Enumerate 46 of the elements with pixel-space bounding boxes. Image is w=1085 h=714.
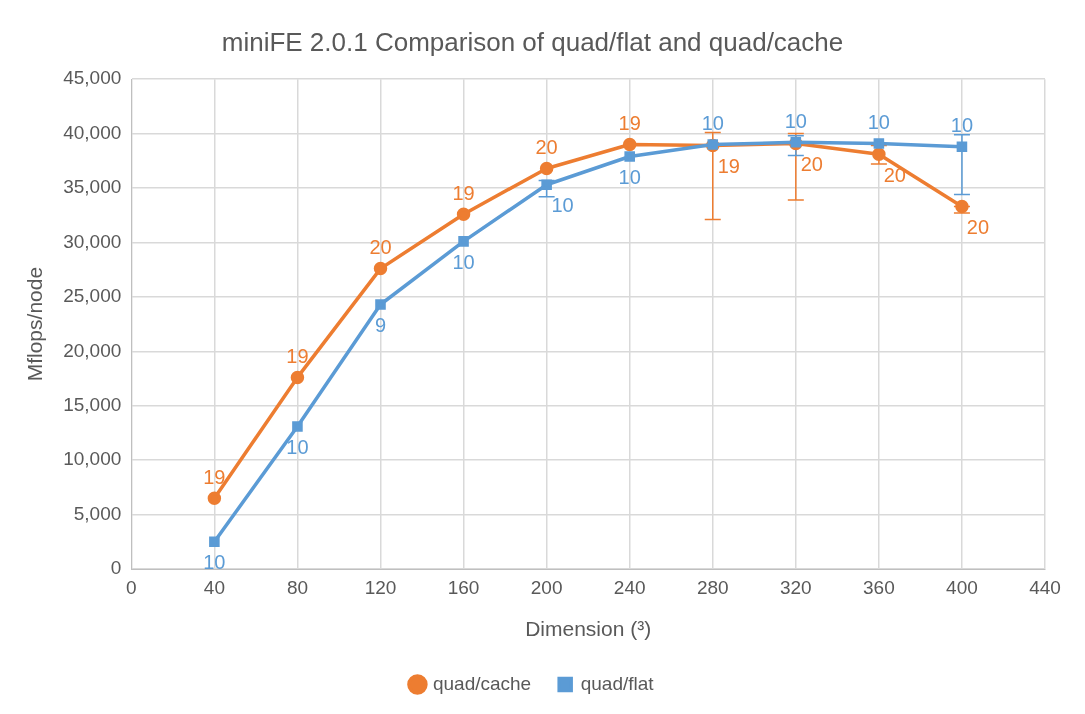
annotation: 10 bbox=[701, 112, 724, 135]
annotation: 19 bbox=[203, 465, 226, 488]
y-tick-label: 45,000 bbox=[63, 67, 122, 89]
annotation: 20 bbox=[800, 152, 823, 175]
annotation: 10 bbox=[618, 166, 641, 188]
x-tick-label: 40 bbox=[203, 576, 225, 598]
x-tick-label: 440 bbox=[1029, 576, 1061, 598]
legend-label: quad/flat bbox=[580, 672, 655, 694]
x-tick-label: 360 bbox=[863, 576, 895, 598]
y-tick-label: 10,000 bbox=[63, 448, 122, 470]
y-tick-label: 25,000 bbox=[63, 285, 122, 307]
y-tick-label: 35,000 bbox=[63, 176, 122, 198]
annotation: 10 bbox=[286, 435, 309, 458]
y-tick-label: 15,000 bbox=[63, 393, 122, 415]
y-tick-label: 20,000 bbox=[63, 339, 122, 361]
annotation: 10 bbox=[950, 114, 974, 137]
annotation: 20 bbox=[535, 135, 558, 158]
y-axis-title: Mflops/node bbox=[23, 266, 47, 382]
y-tick-label: 0 bbox=[110, 557, 122, 579]
x-tick-label: 200 bbox=[530, 576, 563, 598]
annotation: 19 bbox=[452, 181, 475, 204]
x-tick-label: 80 bbox=[286, 576, 309, 598]
x-tick-label: 320 bbox=[779, 576, 812, 598]
x-tick-label: 400 bbox=[946, 576, 978, 598]
y-tick-label: 40,000 bbox=[63, 121, 122, 143]
x-tick-label: 0 bbox=[126, 576, 137, 598]
annotation: 10 bbox=[867, 110, 890, 133]
x-tick-label: 240 bbox=[613, 576, 646, 598]
y-tick-label: 5,000 bbox=[73, 502, 122, 524]
x-axis-title: Dimension (³) bbox=[525, 617, 652, 641]
annotation: 20 bbox=[966, 216, 990, 239]
annotation: 10 bbox=[784, 109, 807, 132]
y-tick-label: 30,000 bbox=[63, 230, 122, 252]
legend-label: quad/cache bbox=[432, 672, 532, 694]
x-tick-label: 120 bbox=[364, 576, 397, 598]
x-tick-label: 280 bbox=[696, 576, 729, 598]
x-tick-label: 160 bbox=[447, 576, 480, 598]
annotation: 19 bbox=[286, 344, 309, 367]
chart-title: miniFE 2.0.1 Comparison of quad/flat and quad/cache bbox=[221, 26, 844, 57]
annotation: 10 bbox=[452, 250, 475, 273]
annotation: 19 bbox=[717, 155, 740, 178]
annotation: 19 bbox=[618, 112, 641, 135]
annotation: 9 bbox=[374, 314, 387, 337]
annotation: 10 bbox=[203, 551, 226, 574]
annotation: 20 bbox=[369, 236, 392, 259]
annotation: 10 bbox=[551, 194, 574, 217]
